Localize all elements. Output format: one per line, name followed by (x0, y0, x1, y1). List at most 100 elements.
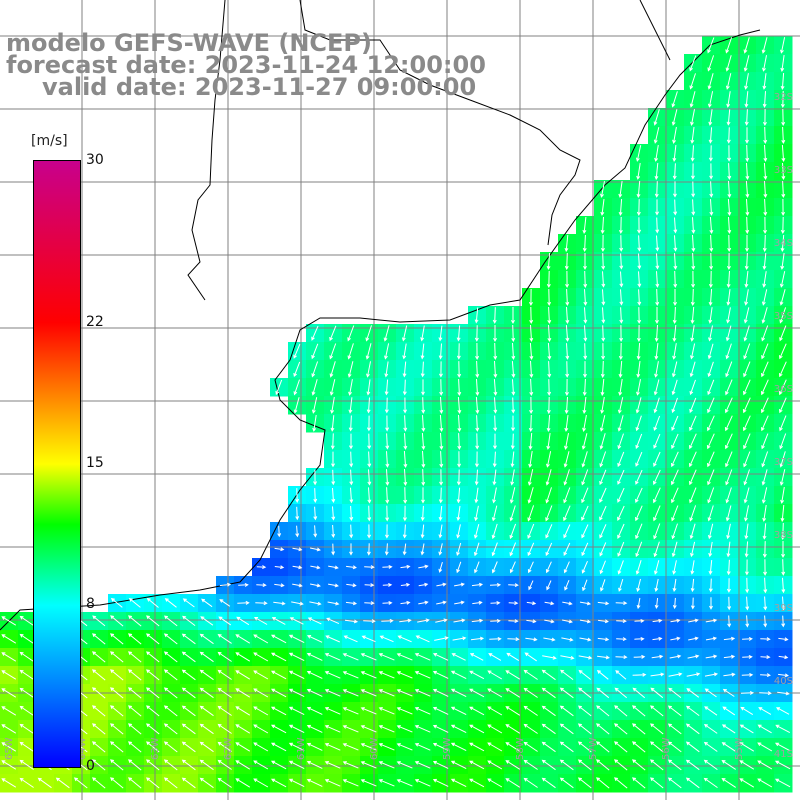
wind-arrow (653, 487, 661, 504)
wind-arrow (199, 705, 214, 717)
wind-arrow (414, 761, 431, 769)
wind-arrow (637, 253, 642, 270)
wind-arrow (414, 707, 431, 715)
wind-arrow (707, 73, 714, 90)
wind-arrow (382, 564, 393, 569)
wind-arrow (583, 361, 587, 378)
wind-arrow (450, 760, 467, 770)
wind-arrow (649, 741, 664, 753)
wind-arrow (655, 235, 660, 252)
wind-arrow (600, 216, 605, 235)
wind-arrow (761, 289, 768, 306)
wind-arrow (511, 379, 516, 396)
wind-arrow (654, 324, 659, 343)
wind-arrow (344, 619, 359, 624)
latitude-label: 37S (774, 457, 793, 468)
wind-arrow (292, 547, 303, 552)
wind-arrow (672, 127, 677, 144)
wind-arrow (562, 619, 573, 624)
wind-arrow (474, 307, 479, 324)
wind-arrow (1, 616, 17, 626)
wind-arrow (779, 451, 786, 468)
wind-arrow (581, 433, 588, 450)
wind-arrow (725, 73, 732, 90)
wind-arrow (672, 324, 677, 343)
wind-arrow (725, 325, 732, 342)
wind-arrow (761, 325, 769, 342)
wind-arrow (671, 469, 679, 486)
wind-arrow (709, 163, 714, 180)
wind-arrow (310, 583, 321, 588)
wind-arrow (672, 343, 677, 360)
wind-arrow (311, 379, 318, 396)
wind-arrow (636, 180, 641, 199)
wind-arrow (561, 637, 574, 642)
wind-arrow (599, 524, 607, 539)
wind-arrow (705, 654, 718, 659)
wind-arrow (288, 634, 305, 644)
wind-arrow (761, 379, 769, 396)
wind-arrow (385, 415, 390, 432)
wind-arrow (708, 109, 713, 126)
wind-arrow (596, 705, 610, 717)
wind-arrow (438, 361, 443, 378)
wind-arrow (255, 601, 268, 606)
wind-arrow (438, 343, 443, 360)
wind-arrow (762, 541, 767, 558)
wind-arrow (708, 145, 713, 162)
wind-arrow (402, 343, 407, 360)
wind-arrow (1, 670, 17, 680)
wind-arrow (253, 634, 269, 644)
wind-arrow (744, 271, 749, 288)
wind-arrow (578, 687, 592, 699)
wind-arrow (508, 619, 519, 624)
latitude-label: 40S (774, 676, 793, 687)
wind-arrow (559, 777, 574, 789)
wind-arrow (456, 469, 461, 486)
wind-arrow (727, 198, 732, 217)
wind-arrow (563, 542, 571, 556)
wind-arrow (565, 306, 570, 325)
wind-arrow (600, 360, 605, 379)
wind-arrow (544, 601, 555, 606)
wind-arrow (600, 579, 606, 592)
wind-arrow (384, 524, 389, 539)
wind-arrow (366, 415, 371, 432)
wind-arrow (109, 759, 124, 771)
wind-arrow (690, 325, 695, 342)
wind-arrow (600, 234, 605, 253)
wind-arrow (473, 523, 480, 539)
wind-arrow (1, 724, 17, 734)
wind-arrow (740, 706, 754, 716)
wind-arrow (19, 615, 34, 626)
wind-arrow (653, 541, 660, 558)
wind-arrow (685, 705, 700, 717)
wind-arrow (523, 705, 538, 716)
wind-arrow (91, 705, 106, 717)
wind-arrow (253, 688, 269, 698)
wind-arrow (421, 487, 425, 504)
wind-arrow (288, 706, 305, 716)
wind-arrow (725, 397, 733, 414)
wind-arrow (635, 433, 643, 450)
wind-arrow (510, 451, 515, 468)
wind-arrow (511, 324, 516, 343)
wind-arrow (91, 777, 106, 789)
wind-arrow (727, 216, 732, 235)
wind-arrow (757, 742, 773, 752)
wind-arrow (635, 397, 642, 414)
wind-arrow (417, 618, 430, 623)
wind-arrow (726, 541, 731, 558)
wind-arrow (635, 541, 643, 558)
wind-arrow (762, 91, 767, 108)
wind-arrow (547, 324, 552, 343)
wind-arrow (779, 307, 787, 324)
wind-arrow (671, 415, 679, 431)
wind-arrow (145, 633, 160, 645)
wind-arrow (780, 37, 786, 54)
wind-arrow (619, 253, 624, 270)
wind-arrow (725, 55, 732, 72)
wind-arrow (635, 523, 643, 540)
wind-arrow (631, 705, 646, 717)
wind-arrow (744, 523, 749, 540)
